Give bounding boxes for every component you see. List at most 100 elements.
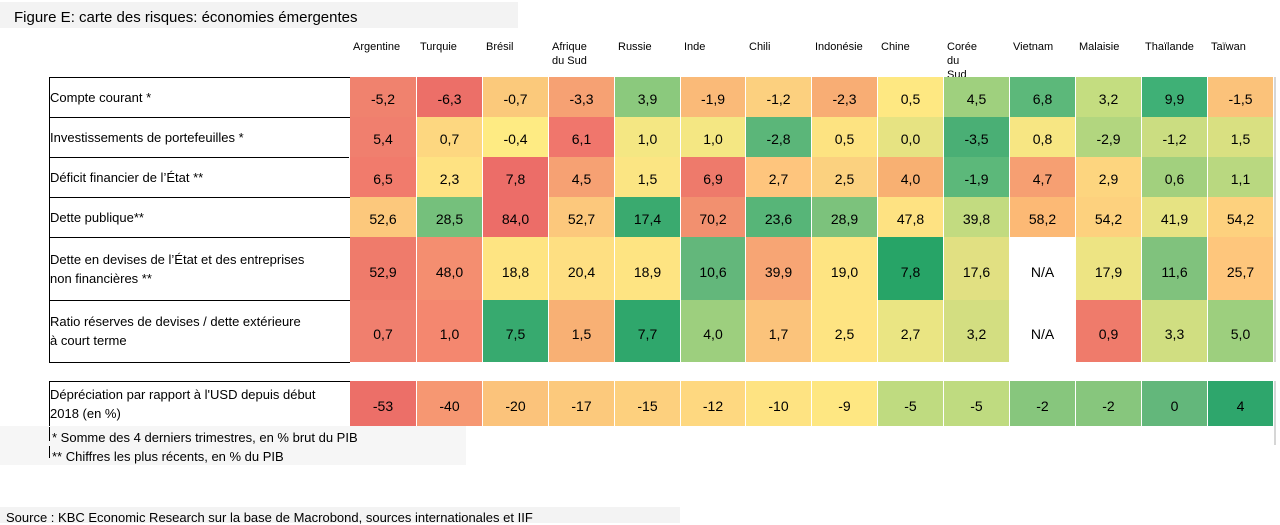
column-header-line: Afrique — [552, 41, 587, 53]
row-label: Dette en devises de l’État et des entrep… — [50, 237, 348, 300]
column-header: Afrique du Sud — [552, 40, 587, 68]
row-label-text: Ratio réserves de devises / dette extéri… — [50, 312, 301, 350]
heatmap-cell: -15 — [615, 381, 681, 426]
heatmap-cell: 47,8 — [878, 197, 944, 237]
heatmap-cell: 17,6 — [944, 237, 1010, 300]
row-divider — [49, 117, 350, 118]
heatmap-cell: 28,9 — [812, 197, 878, 237]
heatmap-cell: 4,7 — [1010, 157, 1076, 197]
row-label-line: 2018 (en %) — [50, 405, 121, 421]
heatmap-cell: 23,6 — [746, 197, 812, 237]
heatmap-cell: 2,5 — [812, 300, 878, 362]
chart-title: Figure E: carte des risques: économies é… — [14, 9, 358, 26]
heatmap-cell: -5,2 — [350, 77, 417, 117]
table-right-edge — [1274, 381, 1276, 445]
footnote-band — [0, 426, 466, 448]
heatmap-cell: 1,0 — [417, 300, 483, 362]
heatmap-cell: 0,7 — [417, 117, 483, 157]
heatmap-cell: -1,2 — [746, 77, 812, 117]
heatmap-cell: 48,0 — [417, 237, 483, 300]
heatmap-cell: 1,5 — [1208, 117, 1274, 157]
heatmap-cell: 28,5 — [417, 197, 483, 237]
heatmap-cell: 0,8 — [1010, 117, 1076, 157]
heatmap-cell: 58,2 — [1010, 197, 1076, 237]
row-divider — [49, 381, 350, 382]
heatmap-cell: 7,5 — [483, 300, 549, 362]
row-divider — [49, 157, 349, 158]
heatmap-cell: 0,0 — [878, 117, 944, 157]
column-header-line: Taïwan — [1211, 41, 1246, 53]
column-header: Brésil — [486, 40, 514, 54]
heatmap-cell: -1,9 — [944, 157, 1010, 197]
heatmap-cell: 3,2 — [1076, 77, 1142, 117]
column-header-line: Inde — [684, 41, 706, 53]
heatmap-cell: -3,3 — [549, 77, 615, 117]
heatmap-cell: 7,7 — [615, 300, 681, 362]
row-label-text: Compte courant * — [50, 88, 151, 107]
row-label-text: Déficit financier de l’État ** — [50, 168, 203, 187]
heatmap-cell: 1,5 — [549, 300, 615, 362]
table-left-border — [49, 77, 50, 362]
heatmap-cell: -2 — [1076, 381, 1142, 426]
column-header: Russie — [618, 40, 652, 54]
row-label-line: Dette publique** — [50, 209, 144, 225]
row-label-line: Investissements de portefeuilles * — [50, 129, 244, 145]
column-header-line: Vietnam — [1013, 41, 1054, 53]
row-label: Dépréciation par rapport à l'USD depuis … — [50, 381, 348, 426]
heatmap-cell: 10,6 — [681, 237, 746, 300]
table-right-edge — [1274, 77, 1276, 362]
source-text: Source : KBC Economic Research sur la ba… — [6, 510, 533, 525]
row-label-line: Ratio réserves de devises / dette extéri… — [50, 314, 301, 329]
column-header-line: Turquie — [420, 41, 457, 53]
row-label: Déficit financier de l’État ** — [50, 157, 348, 197]
column-header: Taïwan — [1211, 40, 1246, 54]
heatmap-cell: 9,9 — [1142, 77, 1208, 117]
heatmap-cell: -1,5 — [1208, 77, 1274, 117]
column-header: Corée du Sud — [947, 40, 977, 82]
column-header: Malaisie — [1079, 40, 1119, 54]
heatmap-cell: 6,9 — [681, 157, 746, 197]
heatmap-cell: 18,9 — [615, 237, 681, 300]
heatmap-cell: -20 — [483, 381, 549, 426]
column-header-line: Thaïlande — [1145, 41, 1194, 53]
heatmap-cell: 39,9 — [746, 237, 812, 300]
heatmap-cell: -9 — [812, 381, 878, 426]
heatmap-cell: 25,7 — [1208, 237, 1274, 300]
heatmap-cell: 1,5 — [615, 157, 681, 197]
column-header: Chili — [749, 40, 770, 54]
row-divider — [49, 197, 350, 198]
heatmap-cell: 4 — [1208, 381, 1274, 426]
heatmap-cell: -2,8 — [746, 117, 812, 157]
heatmap-cell: 0,7 — [350, 300, 417, 362]
column-header: Chine — [881, 40, 910, 54]
heatmap-cell: 2,7 — [878, 300, 944, 362]
heatmap-cell: 4,5 — [944, 77, 1010, 117]
heatmap-cell: 2,7 — [746, 157, 812, 197]
column-header-line: Chine — [881, 41, 910, 53]
heatmap-cell: 6,1 — [549, 117, 615, 157]
heatmap-cell: 1,1 — [1208, 157, 1274, 197]
column-header-line: Brésil — [486, 41, 514, 53]
row-label-text: Investissements de portefeuilles * — [50, 128, 244, 147]
heatmap-cell: 7,8 — [483, 157, 549, 197]
footnote-tick — [49, 446, 50, 458]
heatmap-cell: -2,3 — [812, 77, 878, 117]
heatmap-cell: -12 — [681, 381, 746, 426]
column-header: Inde — [684, 40, 705, 54]
heatmap-cell: -53 — [350, 381, 417, 426]
column-header: Turquie — [420, 40, 457, 54]
heatmap-cell: 0,9 — [1076, 300, 1142, 362]
row-label-line: Dépréciation par rapport à l'USD depuis … — [50, 386, 316, 402]
column-header-line: Argentine — [353, 41, 401, 53]
heatmap-cell: 6,5 — [350, 157, 417, 197]
heatmap-cell: -40 — [417, 381, 483, 426]
column-header: Vietnam — [1013, 40, 1053, 54]
row-label: Compte courant * — [50, 77, 348, 117]
heatmap-cell: 54,2 — [1208, 197, 1274, 237]
row-label: Ratio réserves de devises / dette extéri… — [50, 300, 348, 362]
heatmap-cell: 6,8 — [1010, 77, 1076, 117]
column-header: Indonésie — [815, 40, 863, 54]
row-label-text: Dépréciation par rapport à l'USD depuis … — [50, 385, 316, 423]
heatmap-cell: -2 — [1010, 381, 1076, 426]
row-label-line: Dette en devises de l’État et des entrep… — [50, 251, 305, 267]
